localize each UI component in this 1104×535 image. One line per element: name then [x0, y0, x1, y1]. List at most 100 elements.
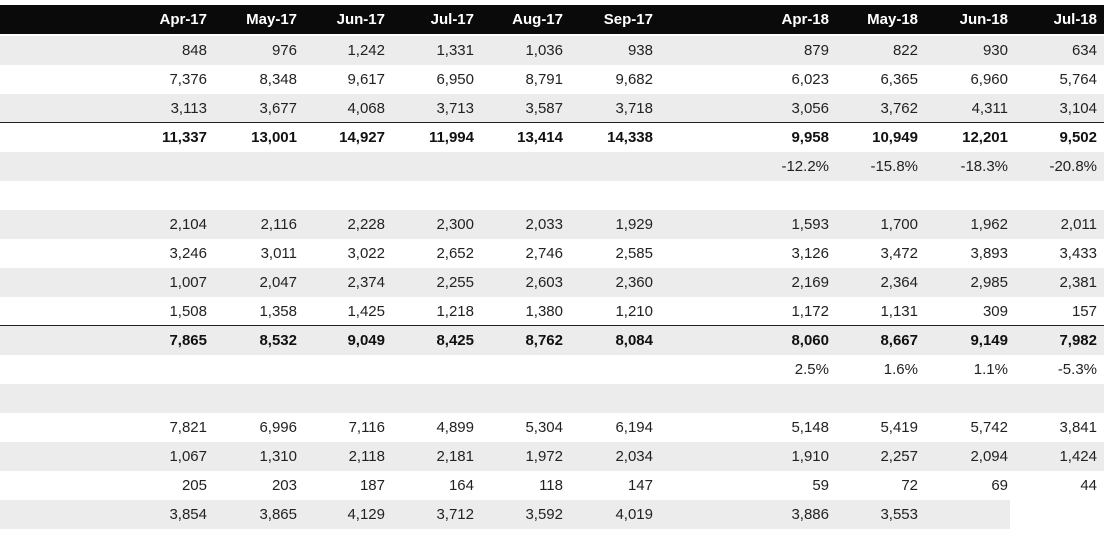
table-cell: 1,172: [791, 303, 829, 320]
table-cell: 7,376: [169, 71, 207, 88]
table-cell: 8,060: [791, 332, 829, 349]
table-cell: 1,218: [436, 303, 474, 320]
table-cell: 1,380: [525, 303, 563, 320]
table-cell: [127, 355, 207, 384]
table-cell: 2,603: [525, 274, 563, 291]
table-cell: 848: [181, 42, 207, 59]
table-cell: 879: [803, 42, 829, 59]
table-cell: -15.8%: [870, 158, 918, 175]
table-cell: 930: [982, 42, 1008, 59]
table-cell: 2,255: [436, 274, 474, 291]
table-cell: 1.1%: [973, 361, 1008, 378]
table-cell: 147: [627, 477, 653, 494]
table-cell: [217, 181, 297, 210]
table-cell: [1017, 500, 1097, 529]
table-cell: 7,821: [169, 419, 207, 436]
table-cell: 1,910: [791, 448, 829, 465]
table-cell: 1,036: [525, 42, 563, 59]
table-cell: 2,047: [259, 274, 297, 291]
table-cell: 2,257: [880, 448, 918, 465]
table-cell: 5,742: [970, 419, 1008, 436]
table-cell: 2.5%: [794, 361, 829, 378]
table-cell: 9,502: [1059, 129, 1097, 146]
table-cell: [838, 181, 918, 210]
row-background: [0, 442, 1104, 471]
table-cell: 9,617: [347, 71, 385, 88]
table-cell: [928, 181, 1008, 210]
table-cell: 2,364: [880, 274, 918, 291]
row-background: [0, 94, 1104, 123]
table-cell: [394, 384, 474, 413]
table-cell: [573, 384, 653, 413]
column-header: May-18: [867, 11, 918, 28]
table-cell: 3,553: [880, 506, 918, 523]
table-cell: 1,310: [259, 448, 297, 465]
table-cell: [749, 181, 829, 210]
table-cell: 8,791: [525, 71, 563, 88]
table-cell: 3,587: [525, 100, 563, 117]
table-row: 1,007 2,047 2,374 2,255 2,603 2,360 2,169 2,364…: [0, 268, 1104, 297]
table-cell: [394, 355, 474, 384]
table-cell: 14,927: [339, 129, 385, 146]
table-cell: 6,194: [615, 419, 653, 436]
column-header: Apr-18: [781, 11, 829, 28]
table-cell: [483, 181, 563, 210]
table-cell: 2,011: [1060, 216, 1097, 233]
table-cell: 7,116: [348, 419, 385, 436]
table-cell: 6,023: [791, 71, 829, 88]
table-cell: 2,381: [1059, 274, 1097, 291]
table-cell: [1017, 384, 1097, 413]
table-cell: [483, 384, 563, 413]
table-cell: 2,094: [970, 448, 1008, 465]
table-cell: 157: [1071, 303, 1097, 320]
table-row: 3,246 3,011 3,022 2,652 2,746 2,585 3,126 3,472…: [0, 239, 1104, 268]
table-cell: 7,865: [169, 332, 207, 349]
table-cell: [305, 181, 385, 210]
table-cell: -20.8%: [1049, 158, 1097, 175]
percent-change-row: 2.5% 1.6% 1.1% -5.3%: [0, 355, 1104, 384]
table-cell: 1,962: [970, 216, 1008, 233]
table-cell: 187: [359, 477, 385, 494]
table-row: 7,821 6,996 7,116 4,899 5,304 6,194 5,148 5,419…: [0, 413, 1104, 442]
table-cell: [573, 152, 653, 181]
table-cell: 1,210: [615, 303, 653, 320]
table-cell: 14,338: [607, 129, 653, 146]
column-header: Jul-18: [1053, 11, 1097, 28]
table-row: 3,854 3,865 4,129 3,712 3,592 4,019 3,886 3,553: [0, 500, 1104, 529]
table-cell: 5,304: [525, 419, 563, 436]
total-divider: [0, 325, 1104, 326]
table-cell: 3,718: [615, 100, 653, 117]
table-cell: 1,331: [436, 42, 474, 59]
table-cell: [928, 384, 1008, 413]
table-cell: 822: [892, 42, 918, 59]
table-cell: 8,762: [525, 332, 563, 349]
row-background: [0, 500, 1010, 529]
table-cell: 3,126: [791, 245, 829, 262]
table-cell: [483, 152, 563, 181]
table-cell: 1,508: [169, 303, 207, 320]
table-cell: -5.3%: [1057, 361, 1097, 378]
table-cell: 309: [982, 303, 1008, 320]
table-cell: 1,242: [347, 42, 385, 59]
table-cell: 3,841: [1059, 419, 1097, 436]
table-cell: 9,149: [970, 332, 1008, 349]
table-cell: 3,592: [525, 506, 563, 523]
table-cell: 164: [448, 477, 474, 494]
table-cell: 3,865: [259, 506, 297, 523]
spacer-row: [0, 181, 1104, 210]
table-cell: 1,593: [791, 216, 829, 233]
table-cell: 1,424: [1059, 448, 1097, 465]
table-cell: 8,425: [436, 332, 474, 349]
table-cell: [217, 384, 297, 413]
table-cell: 1.6%: [883, 361, 918, 378]
table-cell: 203: [271, 477, 297, 494]
table-cell: 1,007: [169, 274, 207, 291]
table-cell: [127, 181, 207, 210]
table-cell: 3,854: [169, 506, 207, 523]
percent-change-row: -12.2% -15.8% -18.3% -20.8%: [0, 152, 1104, 181]
table-cell: 9,049: [347, 332, 385, 349]
table-cell: 4,311: [971, 100, 1008, 117]
table-cell: 6,950: [436, 71, 474, 88]
column-header: Sep-17: [603, 11, 653, 28]
